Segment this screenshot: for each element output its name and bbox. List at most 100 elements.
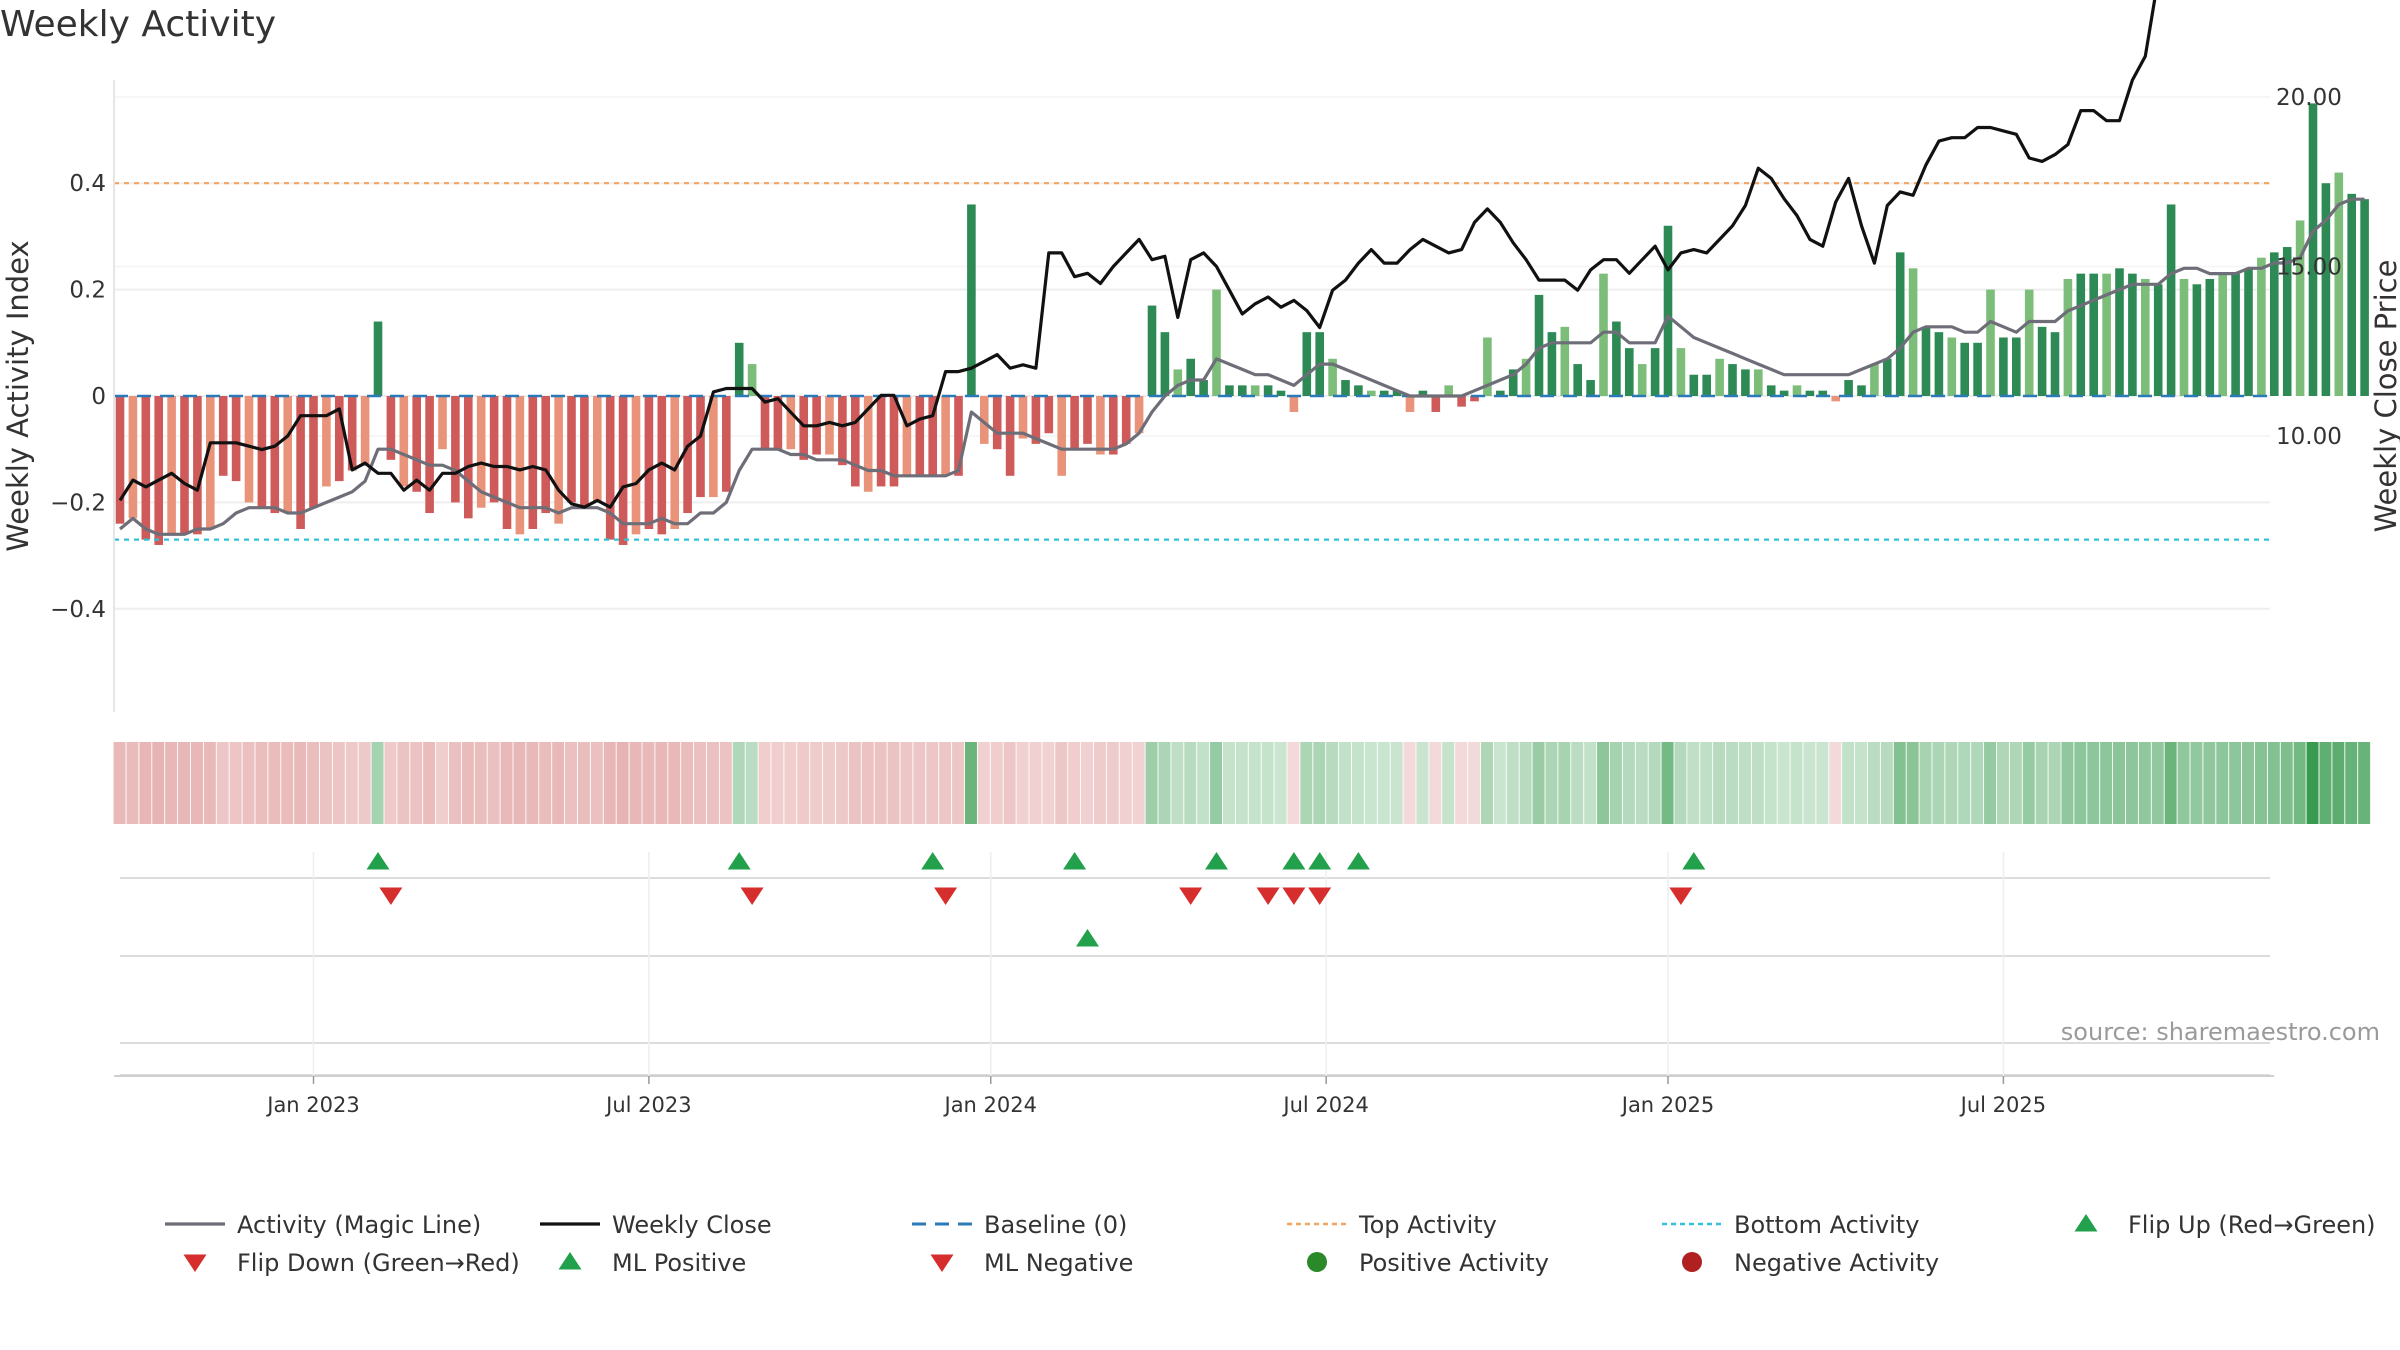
positive-activity-bar	[1250, 385, 1260, 396]
heat-strip-cell	[1222, 742, 1235, 824]
positive-activity-bar	[1844, 380, 1853, 396]
heat-strip-cell	[2151, 742, 2164, 824]
positive-activity-bar	[1663, 225, 1673, 396]
positive-activity-bar	[1173, 369, 1183, 396]
ml-positive-marker	[1076, 929, 1099, 947]
positive-activity-bar	[1934, 332, 1944, 396]
positive-activity-bar	[1676, 348, 1686, 396]
heat-strip-cell	[1738, 742, 1751, 824]
negative-activity-bar	[760, 396, 770, 450]
heat-strip-cell	[229, 742, 242, 824]
heat-strip-cell	[1197, 742, 1210, 824]
series-lines	[118, 0, 2365, 536]
negative-activity-bar	[593, 396, 602, 503]
positive-activity-bar	[1715, 358, 1724, 396]
positive-activity-bar	[1973, 342, 1982, 396]
heat-strip-cell	[926, 742, 939, 824]
negative-activity-bar	[980, 396, 989, 444]
negative-activity-bar	[399, 396, 409, 487]
positive-activity-bar	[1444, 385, 1453, 396]
negative-activity-bar	[476, 396, 486, 508]
negative-activity-bar	[773, 396, 783, 450]
negative-activity-bar	[528, 396, 538, 529]
heat-strip-cell	[1171, 742, 1184, 824]
positive-activity-bar	[1418, 390, 1428, 396]
heat-strip-cell	[1622, 742, 1635, 824]
heat-strip-cell	[1532, 742, 1545, 824]
heat-strip-cell	[500, 742, 513, 824]
heat-strip-cell	[603, 742, 616, 824]
heat-strip-cell	[423, 742, 436, 824]
flip-down-marker	[934, 887, 958, 905]
positive-activity-bar	[1147, 305, 1157, 396]
negative-activity-bar	[992, 396, 1002, 450]
legend-swatch-triangle-up	[2074, 1214, 2098, 1232]
heat-strip-cell	[1700, 742, 1713, 824]
heat-strip-cell	[1867, 742, 1880, 824]
heat-strip-cell	[990, 742, 1003, 824]
legend-item: Flip Up (Red→Green)	[2074, 1211, 2376, 1239]
heat-strip-cell	[1751, 742, 1764, 824]
y2-tick-label: 15.00	[2276, 255, 2342, 281]
magic-line	[118, 197, 2365, 536]
negative-activity-bar	[206, 396, 215, 529]
legend-label: ML Negative	[984, 1249, 1133, 1277]
y-tick-label: 0.2	[69, 278, 106, 304]
legend-item: Baseline (0)	[912, 1211, 1127, 1239]
positive-activity-bar	[1741, 369, 1750, 396]
positive-activity-bar	[2141, 278, 2150, 396]
negative-activity-bar	[1005, 396, 1015, 476]
heat-strip-cell	[513, 742, 526, 824]
negative-activity-bar	[825, 396, 834, 455]
heat-strip-cell	[2164, 742, 2177, 824]
positive-activity-bar	[2360, 199, 2369, 396]
positive-activity-bar	[2257, 257, 2266, 396]
legend-item: Top Activity	[1287, 1211, 1497, 1239]
heat-strip-cell	[2280, 742, 2293, 824]
heat-strip-cell	[1713, 742, 1726, 824]
heat-strip-cell	[410, 742, 423, 824]
positive-activity-bar	[747, 364, 757, 396]
positive-activity-bar	[1276, 390, 1286, 396]
y-tick-label: −0.2	[50, 490, 106, 516]
negative-activity-bar	[515, 396, 525, 535]
negative-activity-bar	[1134, 396, 1144, 434]
x-tick-label: Jan 2025	[1620, 1093, 1715, 1117]
legend-swatch-triangle-down	[183, 1254, 207, 1272]
legend-item: Bottom Activity	[1662, 1211, 1919, 1239]
heat-strip-cell	[345, 742, 358, 824]
negative-activity-bar	[154, 396, 163, 545]
activity-bars	[115, 103, 2369, 545]
positive-activity-bar	[1212, 289, 1221, 396]
flip-up-marker	[1282, 852, 1306, 870]
positive-activity-bar	[2231, 273, 2240, 396]
negative-activity-bar	[954, 396, 963, 476]
positive-activity-bar	[1302, 332, 1312, 396]
positive-activity-bar	[1818, 390, 1828, 396]
heat-strip-cell	[126, 742, 139, 824]
heat-strip-cell	[952, 742, 965, 824]
positive-activity-bar	[2063, 278, 2073, 396]
legend-swatch-circle	[1307, 1252, 1327, 1272]
heat-strip-cell	[784, 742, 797, 824]
negative-activity-bar	[618, 396, 628, 545]
heat-strip-cell	[268, 742, 281, 824]
positive-activity-bar	[2012, 337, 2021, 396]
positive-activity-bar	[2050, 332, 2060, 396]
legend-label: Baseline (0)	[984, 1211, 1127, 1239]
positive-activity-bar	[1186, 358, 1195, 396]
legend-label: Negative Activity	[1734, 1249, 1939, 1277]
negative-activity-bar	[141, 396, 151, 540]
heat-strip-cell	[1145, 742, 1158, 824]
heat-strip-cell	[1274, 742, 1287, 824]
legend-swatch-circle	[1682, 1252, 1702, 1272]
positive-activity-bar	[1367, 390, 1376, 396]
heat-strip-cell	[2138, 742, 2151, 824]
positive-activity-bar	[1534, 294, 1544, 396]
heat-strip-cell	[1016, 742, 1029, 824]
negative-activity-bar	[489, 396, 499, 503]
heat-strip-cell	[1958, 742, 1971, 824]
heat-strip-cell	[474, 742, 487, 824]
heat-strip-cell	[1416, 742, 1429, 824]
heat-strip-cell	[2345, 742, 2358, 824]
